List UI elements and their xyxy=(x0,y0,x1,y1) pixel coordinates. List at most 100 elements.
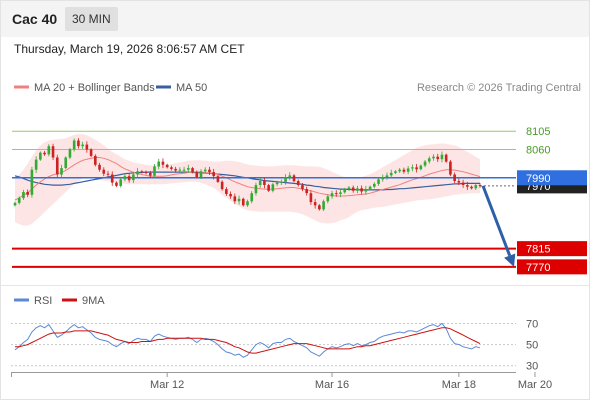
candle xyxy=(98,164,101,170)
rsi-grid: 70 50 30 xyxy=(11,319,538,373)
candle xyxy=(449,161,452,175)
candle xyxy=(153,166,156,176)
candle xyxy=(339,192,342,194)
candle xyxy=(330,193,334,197)
rsi-ma-line xyxy=(15,327,481,354)
candle xyxy=(474,185,478,189)
candle xyxy=(470,186,473,189)
support-label-7815-bg xyxy=(517,241,587,257)
support-label-7770-bg xyxy=(517,259,587,275)
candle xyxy=(436,156,440,160)
timestamp: Thursday, March 19, 2026 8:06:57 AM CET xyxy=(14,42,245,56)
candle xyxy=(182,169,186,171)
candle xyxy=(123,176,127,180)
rsi-tick-50: 50 xyxy=(526,340,538,352)
candle xyxy=(419,165,423,170)
candle xyxy=(77,140,80,147)
bollinger-band-area xyxy=(15,134,480,226)
candle xyxy=(220,181,224,190)
candle xyxy=(165,164,169,168)
header-bar: Cac 40 30 MIN xyxy=(1,1,589,37)
candle xyxy=(199,171,203,177)
candle xyxy=(187,168,190,170)
candle xyxy=(466,185,469,187)
level-lines xyxy=(12,130,516,268)
credit-text: Research © 2026 Trading Central xyxy=(417,82,581,94)
candle xyxy=(81,144,84,147)
candle xyxy=(157,161,161,167)
candle xyxy=(318,205,321,210)
candle xyxy=(34,159,38,170)
candle xyxy=(237,198,241,202)
candle xyxy=(174,168,177,171)
candle xyxy=(22,192,25,199)
x-tick-label: Mar 12 xyxy=(150,379,184,391)
candle xyxy=(343,189,347,193)
candle xyxy=(381,177,385,180)
candle xyxy=(377,179,380,184)
candle xyxy=(402,169,406,172)
candle xyxy=(385,175,389,177)
rsi-tick-30: 30 xyxy=(526,361,538,373)
candle xyxy=(267,185,270,191)
candle xyxy=(453,174,456,181)
rsi-lines xyxy=(14,322,481,358)
ma20-line xyxy=(14,157,481,201)
candle xyxy=(30,169,34,195)
symbol-title: Cac 40 xyxy=(12,11,58,27)
rsi-panel: RSI 9MA 70 50 30 xyxy=(11,295,538,373)
candle xyxy=(271,184,275,191)
candle xyxy=(216,176,220,182)
candle xyxy=(275,182,279,185)
candle xyxy=(280,181,283,183)
x-tick-label: Mar 18 xyxy=(442,379,476,391)
candle xyxy=(415,167,418,170)
legend-ma20-label: MA 20 + Bollinger Bands xyxy=(34,82,155,94)
candle xyxy=(394,171,397,173)
candle xyxy=(229,194,232,197)
price-panel: MA 20 + Bollinger Bands MA 50 Research ©… xyxy=(12,82,587,275)
legend-rsi-swatch xyxy=(14,298,29,302)
candle xyxy=(250,193,254,202)
candle xyxy=(406,168,410,172)
candle xyxy=(208,169,211,173)
rsi-tick-70: 70 xyxy=(526,319,538,331)
candle xyxy=(360,188,363,192)
candle xyxy=(195,172,199,177)
candle xyxy=(432,156,435,159)
candle xyxy=(241,198,245,206)
candle xyxy=(305,189,308,194)
candle xyxy=(373,183,376,187)
candle xyxy=(51,146,55,158)
candle xyxy=(26,192,29,195)
candle xyxy=(427,158,431,162)
candle xyxy=(43,152,46,155)
candle xyxy=(127,176,131,181)
candle xyxy=(444,154,448,162)
candle xyxy=(39,152,42,160)
candle xyxy=(72,140,76,150)
legend-9ma-swatch xyxy=(62,298,77,302)
candle xyxy=(68,149,72,158)
candle xyxy=(440,154,444,160)
candle xyxy=(313,202,317,206)
x-axis: Mar 12 Mar 16 Mar 18 Mar 20 xyxy=(11,372,552,391)
forecast-arrow xyxy=(481,185,516,267)
candle xyxy=(411,167,414,169)
candle xyxy=(161,161,165,165)
candle xyxy=(457,181,461,183)
candle xyxy=(13,202,17,206)
support-label-7770: 7770 xyxy=(526,262,550,274)
candle xyxy=(284,177,287,182)
timeframe-button[interactable]: 30 MIN xyxy=(65,7,118,31)
candle xyxy=(288,175,292,177)
pivot-label-7990: 7990 xyxy=(526,173,550,185)
candle xyxy=(110,174,114,183)
resistance-label-8060: 8060 xyxy=(526,144,550,156)
x-tick-label: Mar 16 xyxy=(315,379,349,391)
candle xyxy=(296,181,300,185)
candle xyxy=(254,185,258,194)
candle xyxy=(258,181,262,185)
